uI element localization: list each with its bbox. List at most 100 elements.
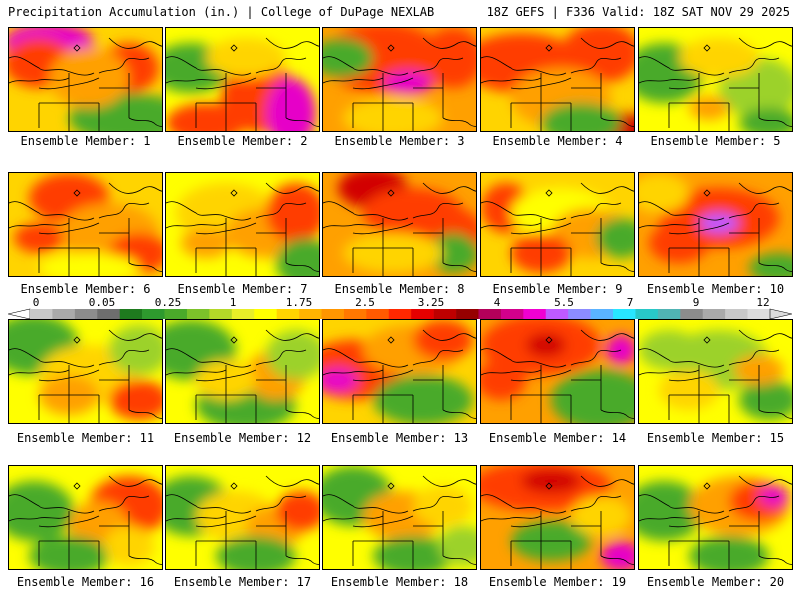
ensemble-member-label: Ensemble Member: 7: [177, 282, 308, 296]
location-marker-icon: [387, 482, 395, 490]
boundary-line: [128, 262, 162, 272]
boundary-line: [580, 37, 634, 49]
precip-contour: [561, 28, 634, 83]
colorbar-segment: [590, 309, 614, 319]
colorbar-segment: [209, 309, 233, 319]
boundary-line: [68, 218, 130, 276]
boundary-line: [382, 73, 444, 131]
boundary-line: [639, 348, 725, 368]
colorbar-segment: [568, 309, 591, 319]
boundary-line: [166, 56, 252, 76]
ensemble-member-label: Ensemble Member: 14: [488, 431, 627, 445]
location-marker-icon: [545, 189, 553, 197]
boundary-line: [128, 117, 162, 127]
boundary-line: [323, 222, 384, 229]
boundary-line: [323, 515, 384, 522]
boundary-line: [728, 202, 780, 219]
geographic-boundaries: [323, 37, 476, 131]
colorbar-right-arrow: [769, 308, 792, 320]
boundary-line: [323, 201, 409, 221]
colorbar-segment: [366, 309, 390, 319]
precip-map: [481, 466, 634, 569]
ensemble-map-panel: [638, 465, 793, 570]
precip-contour: [739, 380, 792, 420]
boundary-line: [68, 365, 130, 423]
colorbar-tick-label: 0.05: [88, 296, 116, 309]
colorbar-segment: [747, 309, 771, 319]
ensemble-member-label: Ensemble Member: 10: [646, 282, 785, 296]
boundary-line: [600, 555, 634, 565]
precip-contour: [343, 98, 443, 131]
boundary-line: [639, 494, 725, 514]
ensemble-map-panel: [480, 465, 635, 570]
colorbar-segment: [478, 309, 502, 319]
boundary-line: [285, 262, 319, 272]
precip-colorbar: [8, 308, 792, 320]
precip-contour: [413, 320, 473, 360]
colorbar-segment: [30, 309, 53, 319]
location-marker-icon: [73, 482, 81, 490]
location-marker-icon: [703, 336, 711, 344]
ensemble-member-label: Ensemble Member: 15: [646, 431, 785, 445]
boundary-line: [285, 409, 319, 419]
geographic-boundaries: [481, 37, 634, 131]
boundary-line: [108, 182, 162, 194]
precip-map: [323, 320, 476, 423]
precip-contour: [659, 370, 719, 410]
location-marker-icon: [703, 44, 711, 52]
precip-map: [166, 320, 319, 423]
precip-contour: [266, 330, 319, 380]
ensemble-member-label: Ensemble Member: 16: [16, 575, 155, 589]
boundary-line: [481, 494, 567, 514]
boundary-line: [728, 495, 780, 512]
ensemble-member-label: Ensemble Member: 1: [20, 134, 151, 148]
boundary-line: [108, 329, 162, 341]
boundary-line: [481, 222, 542, 229]
precip-contour: [276, 491, 319, 531]
ensemble-map-panel: [638, 27, 793, 132]
boundary-line: [639, 515, 700, 522]
boundary-line: [540, 511, 602, 569]
precip-contour: [481, 360, 526, 400]
boundary-line: [442, 409, 476, 419]
colorbar-segment: [343, 309, 367, 319]
geographic-boundaries: [166, 182, 319, 276]
precip-contour: [109, 325, 162, 375]
precip-map: [9, 28, 162, 131]
boundary-line: [9, 201, 95, 221]
ensemble-map-panel: [480, 172, 635, 277]
boundary-line: [9, 515, 70, 522]
precip-contour: [373, 375, 473, 423]
boundary-line: [442, 262, 476, 272]
colorbar-segment: [456, 309, 479, 319]
boundary-line: [166, 369, 227, 376]
precip-map: [481, 173, 634, 276]
precip-contour: [606, 335, 634, 365]
model-run-info: 18Z GEFS | F336 Valid: 18Z SAT NOV 29 20…: [486, 5, 790, 19]
boundary-line: [580, 329, 634, 341]
boundary-line: [412, 349, 464, 366]
boundary-line: [166, 222, 227, 229]
geographic-boundaries: [166, 475, 319, 569]
colorbar-segment: [500, 309, 524, 319]
precip-contour: [596, 218, 634, 258]
precip-map: [9, 173, 162, 276]
ensemble-member-label: Ensemble Member: 20: [646, 575, 785, 589]
boundary-line: [422, 182, 476, 194]
precip-contour: [526, 333, 566, 357]
colorbar-tick-label: 7: [626, 296, 634, 309]
geographic-boundaries: [639, 475, 792, 569]
geographic-boundaries: [323, 329, 476, 423]
boundary-line: [255, 495, 307, 512]
boundary-line: [98, 57, 150, 74]
boundary-line: [698, 218, 760, 276]
precip-contour: [413, 486, 473, 526]
ensemble-map-panel: [165, 465, 320, 570]
boundary-line: [128, 555, 162, 565]
precip-contour: [109, 380, 162, 420]
boundary-line: [540, 218, 602, 276]
colorbar-segment: [254, 309, 277, 319]
boundary-line: [639, 201, 725, 221]
ensemble-map-panel: [480, 319, 635, 424]
boundary-line: [738, 329, 792, 341]
